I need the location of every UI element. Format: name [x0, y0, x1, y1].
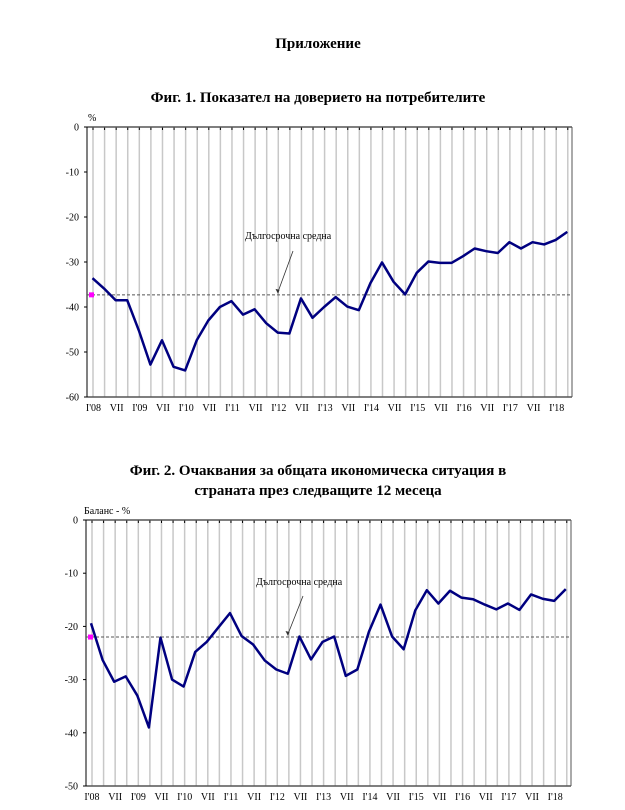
x-tick-label: I'12 — [271, 403, 286, 414]
x-tick-label: I'17 — [503, 403, 518, 414]
page-title: Приложение — [275, 36, 361, 52]
chart2: 0 -10 -20 -30 -40 -50 I'08 VII I'09 VII I'10 VII I'1… — [65, 516, 572, 803]
y-tick-label: -50 — [66, 348, 79, 359]
x-tick-label: I'11 — [224, 792, 239, 803]
chart2-ylabel: Баланс - % — [84, 506, 130, 517]
chart2-annotation: Дългосрочна средна — [256, 577, 343, 588]
x-tick-label: I'17 — [501, 792, 516, 803]
y-tick-label: -20 — [65, 622, 78, 633]
chart2-title-line2: страната през следващите 12 месеца — [194, 483, 442, 499]
y-tick-label: -30 — [65, 675, 78, 686]
x-tick-label: VII — [340, 792, 354, 803]
x-tick-label: I'18 — [548, 792, 563, 803]
y-tick-label: -10 — [66, 168, 79, 179]
x-tick-label: I'16 — [455, 792, 470, 803]
chart1-annotation: Дългосрочна средна — [245, 231, 332, 242]
x-tick-label: I'09 — [132, 403, 147, 414]
arrowhead-icon — [275, 288, 280, 294]
x-tick-label: VII — [108, 792, 122, 803]
y-tick-label: -50 — [65, 782, 78, 793]
x-tick-label: VII — [202, 403, 216, 414]
x-tick-label: I'13 — [316, 792, 331, 803]
annotation-arrow — [287, 595, 304, 635]
y-tick-label: -10 — [65, 569, 78, 580]
arrowhead-icon — [285, 631, 290, 637]
x-tick-label: I'10 — [179, 403, 194, 414]
x-tick-label: I'09 — [131, 792, 146, 803]
x-tick-label: VII — [341, 403, 355, 414]
x-tick-label: I'08 — [84, 792, 99, 803]
x-tick-label: VII — [527, 403, 541, 414]
x-tick-label: I'16 — [456, 403, 471, 414]
x-tick-label: I'08 — [86, 403, 101, 414]
y-tick-label: 0 — [73, 516, 78, 527]
x-tick-label: VII — [247, 792, 261, 803]
x-tick-label: VII — [479, 792, 493, 803]
chart1-ylabel: % — [88, 113, 96, 124]
x-tick-label: VII — [434, 403, 448, 414]
average-marker — [88, 634, 93, 640]
y-tick-label: -30 — [66, 258, 79, 269]
x-tick-label: VII — [386, 792, 400, 803]
x-tick-label: VII — [249, 403, 263, 414]
x-tick-label: I'18 — [549, 403, 564, 414]
chart1: 0 -10 -20 -30 -40 -50 -60 I'08 VII I'09 VII I'10 VII… — [66, 123, 573, 414]
x-tick-label: VII — [155, 792, 169, 803]
x-tick-label: VII — [156, 403, 170, 414]
y-tick-label: -40 — [66, 303, 79, 314]
x-tick-label: I'14 — [364, 403, 379, 414]
x-tick-label: I'13 — [318, 403, 333, 414]
y-tick-label: -20 — [66, 213, 79, 224]
x-tick-label: I'10 — [177, 792, 192, 803]
x-tick-label: VII — [480, 403, 494, 414]
x-tick-label: VII — [388, 403, 402, 414]
x-tick-label: I'15 — [409, 792, 424, 803]
chart1-title: Фиг. 1. Показател на доверието на потреб… — [151, 90, 486, 106]
x-tick-label: VII — [295, 403, 309, 414]
annotation-arrow — [277, 250, 294, 292]
x-tick-label: I'12 — [270, 792, 285, 803]
x-tick-label: VII — [432, 792, 446, 803]
series-line — [89, 588, 567, 729]
x-tick-label: I'11 — [225, 403, 240, 414]
series-line — [91, 230, 568, 372]
y-tick-label: -60 — [66, 393, 79, 404]
x-tick-label: VII — [293, 792, 307, 803]
x-tick-label: I'15 — [410, 403, 425, 414]
x-tick-label: VII — [110, 403, 124, 414]
average-marker — [89, 292, 94, 298]
y-tick-label: -40 — [65, 728, 78, 739]
x-tick-label: I'14 — [362, 792, 377, 803]
chart2-title-line1: Фиг. 2. Очаквания за общата икономическа… — [130, 463, 506, 479]
x-tick-label: VII — [201, 792, 215, 803]
y-tick-label: 0 — [74, 123, 79, 134]
x-tick-label: VII — [525, 792, 539, 803]
